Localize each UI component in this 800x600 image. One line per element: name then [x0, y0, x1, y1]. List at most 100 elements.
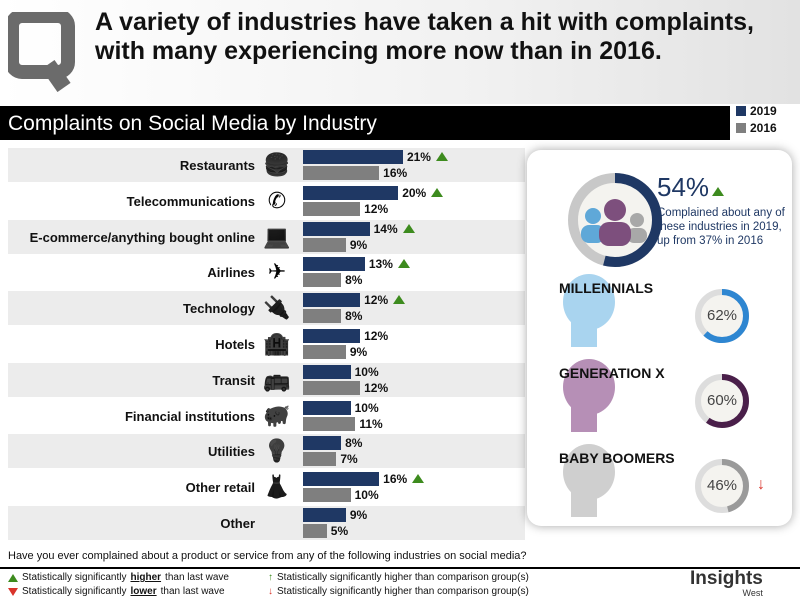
up-triangle-icon: [8, 574, 18, 582]
generation-donut: [695, 374, 749, 428]
generation-name: BABY BOOMERS: [559, 450, 675, 466]
legend-lower: Statistically significantly lower than l…: [8, 586, 225, 598]
value-label-2016: 5%: [330, 524, 349, 538]
value-label-2016: 16%: [383, 166, 408, 180]
generation-value: 60%: [706, 392, 738, 409]
bar-2019: [303, 221, 370, 236]
category-label: Hotels: [215, 337, 255, 352]
category-label: Restaurants: [179, 158, 255, 173]
header: A variety of industries have taken a hit…: [0, 0, 800, 104]
bar-2016: [303, 524, 327, 538]
chart-row: Airlines ✈ 13% 8%: [8, 255, 525, 289]
chart-row: Telecommunications ✆ 20% 12%: [8, 184, 525, 218]
magnifier-logo-icon: [8, 12, 75, 92]
bar-2016: [303, 309, 342, 324]
chart-row: Transit 🚌 10% 12%: [8, 362, 525, 397]
category-label: Other: [220, 516, 255, 531]
bar-2016: [303, 380, 361, 395]
down-arrow-icon: ↓: [268, 586, 273, 597]
generation-donut: [695, 289, 749, 343]
category-label: Telecommunications: [126, 193, 255, 209]
survey-question: Have you ever complained about a product…: [8, 550, 527, 562]
bar-2019: [303, 293, 361, 308]
value-label-2019: 10%: [354, 364, 379, 379]
value-label-2016: 12%: [364, 380, 389, 395]
up-triangle-icon: [397, 259, 410, 269]
bar-2016: [303, 416, 356, 431]
fast-food-icon: 🍔: [263, 152, 291, 177]
bar-2019: [303, 508, 346, 522]
down-arrow-icon: ↓: [757, 476, 765, 493]
bar-2016: [303, 201, 361, 216]
bar-2016: [303, 166, 380, 180]
bar-2016: [303, 273, 342, 288]
up-triangle-icon: [712, 187, 725, 196]
legend-item-2016: 2016: [736, 119, 796, 136]
bar-2016: [303, 488, 351, 503]
value-label-2019: 12%: [364, 329, 389, 343]
people-icon: [581, 199, 647, 246]
value-label-2019: 12%: [364, 293, 406, 307]
down-triangle-icon: [8, 588, 18, 596]
category-label: Financial institutions: [124, 408, 255, 424]
chart-row: Financial institutions 🐖 10% 11%: [8, 399, 525, 433]
chart-row: Utilities 💡 8% 7%: [8, 434, 525, 469]
head-silhouette-icon: [563, 444, 615, 517]
summary-card: 54% Complained about any of these indust…: [527, 150, 792, 526]
chart-subtitle: Complaints on Social Media by Industry: [0, 106, 730, 140]
legend-label: 2016: [750, 120, 777, 135]
up-triangle-icon: [393, 295, 406, 305]
dress-icon: 👗: [263, 474, 291, 500]
legend-group-lower: ↓ Statistically significantly higher than…: [268, 586, 529, 597]
bar-2019: [303, 472, 380, 487]
legend: 2019 2016: [736, 102, 796, 142]
summary-text: Complained about any of these industries…: [657, 207, 785, 247]
bar-2019: [303, 150, 403, 164]
legend-item-2019: 2019: [736, 102, 796, 119]
page-title: A variety of industries have taken a hit…: [95, 8, 754, 65]
generation-name: MILLENNIALS: [559, 280, 654, 296]
generation-value: 62%: [706, 307, 738, 324]
value-label-2019: 8%: [345, 436, 363, 451]
value-label-2019: 16%: [383, 472, 425, 486]
value-label-2016: 9%: [349, 237, 368, 252]
summary-value: 54%: [657, 172, 725, 202]
generation-name: GENERATION X: [559, 365, 665, 381]
generation-value: 46%: [706, 477, 738, 494]
chart-row: Restaurants 🍔 21% 16%: [8, 148, 525, 182]
bar-2019: [303, 436, 342, 451]
chart-row: Hotels 🏨 12% 9%: [8, 327, 525, 361]
chart-row: Technology 🔌 12% 8%: [8, 291, 525, 326]
category-label: Transit: [212, 372, 255, 388]
divider: [0, 567, 800, 569]
bus-icon: 🚌: [263, 366, 291, 392]
category-label: Other retail: [185, 480, 255, 496]
value-label-2016: 10%: [354, 488, 379, 503]
value-label-2019: 10%: [354, 400, 379, 415]
chart-row: Other retail 👗 16% 10%: [8, 470, 525, 504]
lightbulb-icon: 💡: [263, 438, 291, 464]
bar-2019: [303, 400, 351, 415]
up-triangle-icon: [435, 152, 448, 161]
phone-icon: ✆: [267, 187, 287, 213]
value-label-2016: 7%: [340, 452, 358, 467]
legend-group-higher: ↑ Statistically significantly higher than…: [268, 572, 529, 583]
hotel-icon: 🏨: [263, 331, 291, 356]
category-label: E-commerce/anything bought online: [29, 229, 255, 245]
piggy-bank-icon: 🐖: [263, 402, 291, 428]
laptop-globe-icon: 💻: [263, 223, 291, 249]
legend-label: 2019: [750, 103, 777, 118]
value-label-2016: 12%: [364, 201, 389, 216]
summary-donut: [568, 173, 662, 267]
value-label-2019: 14%: [374, 222, 415, 236]
bar-2019: [303, 185, 399, 200]
airplane-icon: ✈: [267, 259, 287, 285]
value-label-2019: 9%: [349, 508, 368, 522]
category-label: Technology: [183, 301, 255, 317]
up-arrow-icon: ↑: [268, 572, 273, 583]
bar-2016: [303, 452, 337, 467]
head-silhouette-icon: [563, 359, 615, 432]
value-label-2019: 21%: [407, 150, 448, 164]
value-label-2016: 11%: [359, 416, 383, 431]
plug-icon: 🔌: [263, 295, 291, 321]
